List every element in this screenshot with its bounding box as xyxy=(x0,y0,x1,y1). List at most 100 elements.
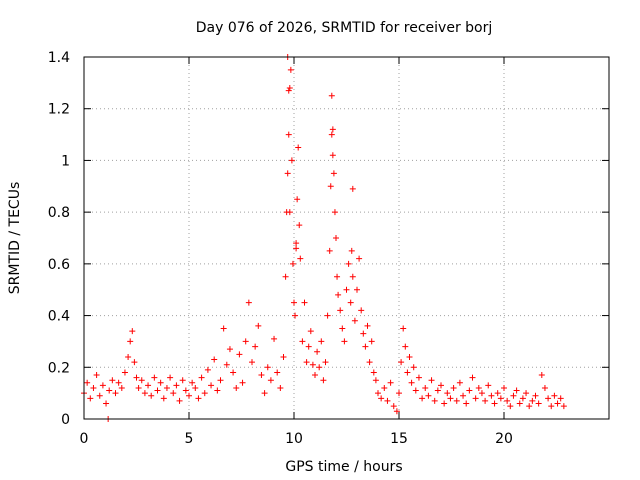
data-point xyxy=(320,377,327,384)
data-point xyxy=(330,170,337,177)
plot-frame xyxy=(83,56,610,420)
data-point xyxy=(548,403,555,410)
data-point xyxy=(554,400,561,407)
data-point xyxy=(226,346,233,353)
data-point xyxy=(362,343,369,350)
data-point xyxy=(167,374,174,381)
data-point xyxy=(217,377,224,384)
data-point xyxy=(294,196,301,203)
data-point xyxy=(138,377,145,384)
data-point xyxy=(384,397,391,404)
data-point xyxy=(408,379,415,386)
data-point xyxy=(441,400,448,407)
data-point xyxy=(469,374,476,381)
data-point xyxy=(535,400,542,407)
data-point xyxy=(103,400,110,407)
data-point xyxy=(230,369,237,376)
data-point xyxy=(286,209,293,216)
data-point xyxy=(176,397,183,404)
data-point xyxy=(368,338,375,345)
data-point xyxy=(463,400,470,407)
chart-title: Day 076 of 2026, SRMTID for receiver bor… xyxy=(196,20,493,36)
data-point xyxy=(271,335,278,342)
data-point xyxy=(475,384,482,391)
data-point xyxy=(115,379,122,386)
data-point xyxy=(485,382,492,389)
data-point xyxy=(220,325,227,332)
data-point xyxy=(444,390,451,397)
data-point xyxy=(284,170,291,177)
data-point xyxy=(211,356,218,363)
data-points xyxy=(81,54,567,422)
data-point xyxy=(356,255,363,262)
data-point xyxy=(532,392,539,399)
data-point xyxy=(339,325,346,332)
y-axis-label: SRMTID / TECUs xyxy=(7,182,23,295)
data-point xyxy=(297,255,304,262)
data-point xyxy=(516,400,523,407)
data-point xyxy=(255,322,262,329)
data-point xyxy=(214,387,221,394)
data-point xyxy=(497,395,504,402)
data-point xyxy=(182,387,189,394)
data-point xyxy=(233,384,240,391)
data-point xyxy=(129,328,136,335)
data-point xyxy=(293,240,300,247)
data-point xyxy=(303,359,310,366)
data-point xyxy=(192,384,199,391)
data-point xyxy=(450,384,457,391)
data-point xyxy=(507,403,514,410)
data-point xyxy=(372,377,379,384)
data-point xyxy=(261,390,268,397)
data-point xyxy=(318,338,325,345)
data-point xyxy=(106,387,113,394)
data-point xyxy=(173,382,180,389)
data-point xyxy=(504,397,511,404)
data-point xyxy=(343,286,350,293)
data-point xyxy=(285,131,292,138)
data-point xyxy=(456,379,463,386)
data-point xyxy=(258,372,265,379)
data-point xyxy=(428,377,435,384)
y-tick-labels: 0 0.2 0.4 0.6 0.8 1 1.2 1.4 xyxy=(48,50,70,428)
data-point xyxy=(154,387,161,394)
data-point xyxy=(208,382,215,389)
data-point xyxy=(274,369,281,376)
data-point xyxy=(331,209,338,216)
data-point xyxy=(314,348,321,355)
data-point xyxy=(96,392,103,399)
data-point xyxy=(393,408,400,415)
data-point xyxy=(141,390,148,397)
x-axis-label: GPS time / hours xyxy=(285,459,402,475)
data-point xyxy=(523,390,530,397)
data-point xyxy=(328,92,335,99)
data-point xyxy=(160,395,167,402)
data-point xyxy=(354,286,360,293)
data-point xyxy=(264,364,271,371)
data-point xyxy=(198,374,205,381)
data-point xyxy=(538,372,545,379)
data-point xyxy=(425,392,432,399)
data-point xyxy=(529,397,536,404)
data-point xyxy=(127,338,134,345)
data-point xyxy=(328,131,335,138)
data-point xyxy=(513,387,520,394)
data-point xyxy=(453,397,460,404)
data-point xyxy=(370,369,377,376)
data-point xyxy=(242,338,249,345)
data-point xyxy=(295,144,302,151)
x-tick-label: 15 xyxy=(390,431,408,447)
data-point xyxy=(327,183,334,190)
data-point xyxy=(410,364,417,371)
y-tick-label: 1 xyxy=(61,153,70,169)
data-point xyxy=(438,382,444,389)
data-point xyxy=(157,379,164,386)
axis-ticks xyxy=(83,56,609,420)
data-point xyxy=(510,392,517,399)
data-point xyxy=(90,384,97,391)
data-point xyxy=(337,307,344,314)
data-point xyxy=(288,157,295,164)
data-point xyxy=(348,247,355,254)
data-point xyxy=(358,307,365,314)
